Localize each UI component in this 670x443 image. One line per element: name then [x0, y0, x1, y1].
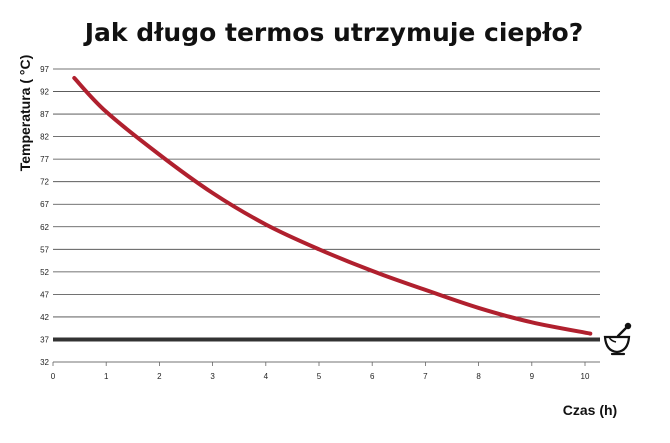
y-tick-label: 52: [40, 268, 49, 277]
y-tick-label: 42: [40, 313, 49, 322]
y-tick-label: 77: [40, 155, 49, 164]
y-tick-label: 57: [40, 245, 49, 254]
x-tick-label: 2: [157, 372, 162, 381]
series-group: [72, 76, 593, 336]
y-tick-label: 97: [40, 65, 49, 74]
y-tick-label: 47: [40, 290, 49, 299]
y-axis-label: Temperatura ( °C): [17, 55, 33, 172]
x-tick-label: 7: [423, 372, 428, 381]
x-tick-label: 8: [476, 372, 481, 381]
x-tick-labels: 0 1 2 3 4 5 6 7 8 9 10: [51, 362, 590, 381]
y-tick-label: 32: [40, 358, 49, 367]
y-tick-label: 82: [40, 133, 49, 142]
x-tick-label: 6: [370, 372, 375, 381]
x-axis-label: Czas (h): [563, 402, 617, 418]
x-tick-label: 9: [530, 372, 535, 381]
y-tick-label: 37: [40, 335, 49, 344]
series-line: [72, 76, 593, 336]
grid-lines: [53, 68, 600, 363]
mortar-and-pestle-icon: [603, 322, 632, 356]
x-tick-label: 4: [264, 372, 269, 381]
x-tick-label: 10: [581, 372, 590, 381]
y-tick-label: 72: [40, 178, 49, 187]
y-tick-label: 92: [40, 88, 49, 97]
y-tick-labels: 32 37 42 47 52 57 62 67 72 77 82 87 92 97: [40, 65, 49, 367]
chart-title: Jak długo termos utrzymuje ciepło?: [83, 18, 584, 47]
x-tick-label: 1: [104, 372, 109, 381]
x-tick-label: 5: [317, 372, 322, 381]
x-tick-label: 3: [210, 372, 215, 381]
y-tick-label: 62: [40, 223, 49, 232]
x-tick-label: 0: [51, 372, 56, 381]
y-tick-label: 87: [40, 110, 49, 119]
y-tick-label: 67: [40, 200, 49, 209]
